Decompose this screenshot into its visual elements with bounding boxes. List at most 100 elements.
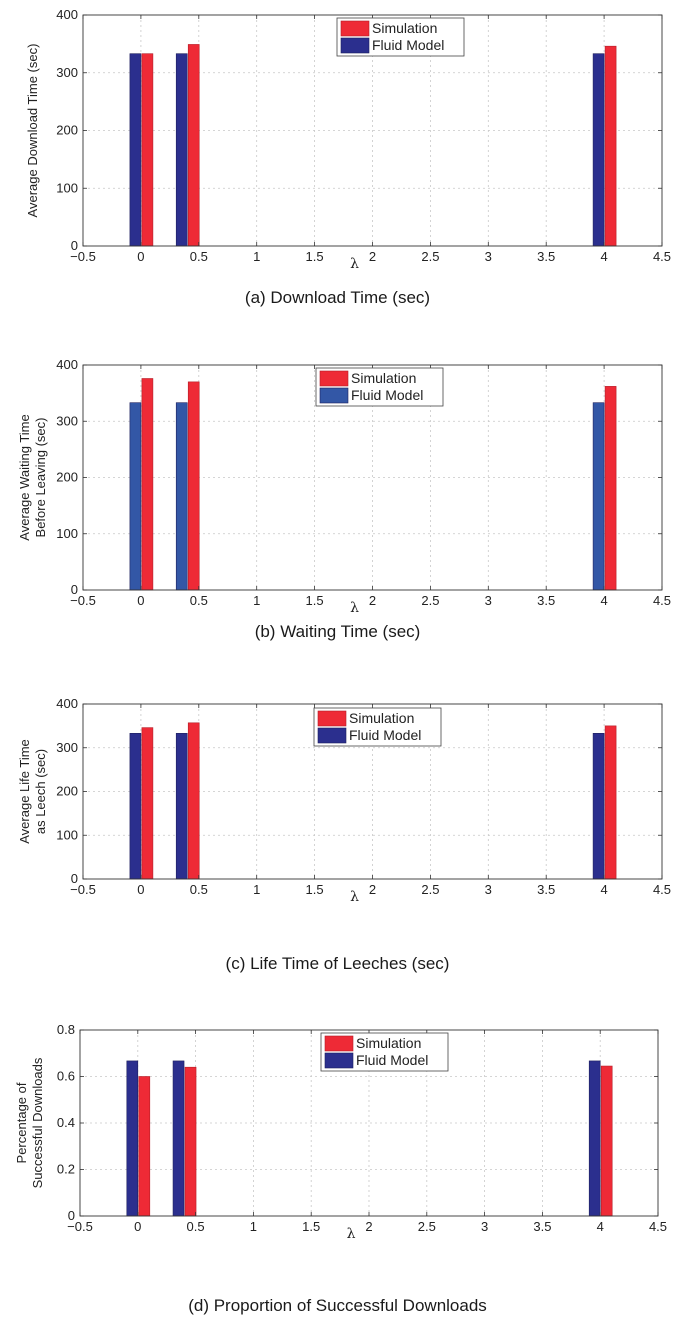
y-tick-label: 0 — [68, 1208, 75, 1223]
y-tick-label: 0 — [71, 238, 78, 253]
x-tick-label: 0 — [137, 593, 144, 608]
legend-label-simulation: Simulation — [349, 710, 414, 726]
y-axis-label: Average Download Time (sec) — [25, 44, 40, 218]
x-tick-label: 1.5 — [302, 1219, 320, 1234]
chart-panel-d: −0.5 0 0.5 1 1.5 2 2.5 3 3.5 4 4.5 0 0.2 0.4 0.6 0.8 λ Pe… — [0, 1000, 675, 1334]
y-tick-label: 100 — [56, 180, 78, 195]
y-tick-label: 400 — [56, 7, 78, 22]
x-tick-label: 4 — [597, 1219, 604, 1234]
bar-simulation — [138, 1076, 151, 1217]
legend-swatch-simulation — [317, 710, 347, 727]
bar-simulation — [187, 722, 200, 880]
x-tick-label: 1 — [250, 1219, 257, 1234]
legend-swatch-fluid-model — [324, 1052, 354, 1069]
chart-panel-b: −0.5 0 0.5 1 1.5 2 2.5 3 3.5 4 4.5 0 100 200 300 400 λ Av… — [0, 330, 675, 660]
legend-label-fluid-model: Fluid Model — [349, 727, 421, 743]
y-tick-label: 200 — [56, 784, 78, 799]
bar-simulation — [141, 378, 154, 591]
y-tick-label: 0 — [71, 871, 78, 886]
x-tick-label: 4.5 — [653, 882, 671, 897]
bar-simulation — [141, 53, 154, 247]
bar-fluid-model — [592, 53, 605, 247]
y-axis-label: Average Life Time — [17, 739, 32, 844]
x-tick-label: 0.5 — [190, 882, 208, 897]
y-tick-label: 0.6 — [57, 1069, 75, 1084]
x-tick-label: 2 — [369, 882, 376, 897]
x-tick-label: 4.5 — [653, 593, 671, 608]
bar-simulation — [141, 727, 154, 880]
y-axis-label: Percentage of — [14, 1082, 29, 1163]
x-tick-label: 3.5 — [537, 882, 555, 897]
y-tick-label: 0.4 — [57, 1115, 75, 1130]
y-tick-label: 100 — [56, 827, 78, 842]
x-tick-label: −0.5 — [70, 593, 96, 608]
bar-simulation — [600, 1065, 613, 1217]
y-axis-label: as Leech (sec) — [33, 749, 48, 834]
chart-a-svg: −0.5 0 0.5 1 1.5 2 2.5 3 3.5 4 4.50100200300400λAv… — [25, 7, 671, 272]
bar-simulation — [604, 725, 617, 880]
chart-panel-a: −0.5 0 0.5 1 1.5 2 2.5 3 3.5 4 4.5 0 100 200 300 400 λ Av… — [0, 0, 675, 330]
x-tick-label: 4.5 — [649, 1219, 667, 1234]
chart-d-caption: (d) Proportion of Successful Downloads — [188, 1296, 487, 1315]
legend-label-fluid-model: Fluid Model — [356, 1052, 428, 1068]
x-tick-label: 2 — [365, 1219, 372, 1234]
legend-label-fluid-model: Fluid Model — [372, 37, 444, 53]
bar-fluid-model — [175, 733, 188, 880]
x-axis-label: λ — [350, 256, 359, 272]
x-tick-label: 4 — [600, 593, 607, 608]
bar-fluid-model — [592, 402, 605, 591]
y-axis-label: Successful Downloads — [30, 1057, 45, 1188]
legend-swatch-fluid-model — [319, 387, 349, 404]
chart-d-svg: −0.5 0 0.5 1 1.5 2 2.5 3 3.5 4 4.500.20.40.60.8λPe… — [14, 1022, 667, 1242]
y-axis-label: Before Leaving (sec) — [33, 418, 48, 538]
x-tick-label: 0.5 — [187, 1219, 205, 1234]
bar-fluid-model — [129, 402, 142, 591]
x-tick-label: 3 — [485, 593, 492, 608]
y-tick-label: 400 — [56, 696, 78, 711]
legend-label-fluid-model: Fluid Model — [351, 387, 423, 403]
x-tick-label: 0 — [134, 1219, 141, 1234]
y-tick-label: 0.8 — [57, 1022, 75, 1037]
y-axis-label: Average Waiting Time — [17, 414, 32, 540]
bar-fluid-model — [129, 733, 142, 880]
y-tick-label: 200 — [56, 123, 78, 138]
x-axis-label: λ — [350, 600, 359, 616]
x-tick-label: −0.5 — [67, 1219, 93, 1234]
x-tick-label: 4 — [600, 249, 607, 264]
x-tick-label: 4 — [600, 882, 607, 897]
bar-simulation — [604, 45, 617, 247]
x-tick-label: 0 — [137, 249, 144, 264]
legend-label-simulation: Simulation — [356, 1035, 421, 1051]
y-tick-label: 300 — [56, 740, 78, 755]
x-tick-label: 3.5 — [537, 593, 555, 608]
x-tick-label: 1 — [253, 593, 260, 608]
x-tick-label: 2.5 — [421, 593, 439, 608]
bar-simulation — [604, 386, 617, 591]
y-tick-label: 300 — [56, 413, 78, 428]
chart-c-caption: (c) Life Time of Leeches (sec) — [225, 954, 450, 973]
bar-fluid-model — [588, 1060, 601, 1217]
y-tick-label: 400 — [56, 357, 78, 372]
y-tick-label: 300 — [56, 65, 78, 80]
x-tick-label: −0.5 — [70, 249, 96, 264]
x-tick-label: 2 — [369, 249, 376, 264]
x-axis-label: λ — [350, 889, 359, 905]
x-tick-label: 2 — [369, 593, 376, 608]
y-tick-label: 0 — [71, 582, 78, 597]
bar-fluid-model — [126, 1060, 139, 1217]
x-tick-label: 3 — [481, 1219, 488, 1234]
x-tick-label: 1.5 — [306, 882, 324, 897]
x-tick-label: 1.5 — [306, 249, 324, 264]
chart-a-caption: (a) Download Time (sec) — [244, 288, 431, 307]
legend-label-simulation: Simulation — [372, 20, 437, 36]
x-tick-label: 4.5 — [653, 249, 671, 264]
chart-b-svg: −0.5 0 0.5 1 1.5 2 2.5 3 3.5 4 4.50100200300400λAv… — [17, 357, 671, 616]
legend-swatch-simulation — [324, 1035, 354, 1052]
chart-panel-c: −0.5 0 0.5 1 1.5 2 2.5 3 3.5 4 4.5 0 100 200 300 400 λ Av… — [0, 664, 675, 994]
x-tick-label: 3 — [485, 882, 492, 897]
bar-fluid-model — [129, 53, 142, 247]
x-tick-label: 2.5 — [418, 1219, 436, 1234]
x-tick-label: 0.5 — [190, 249, 208, 264]
legend-swatch-simulation — [319, 370, 349, 387]
x-tick-label: 1 — [253, 882, 260, 897]
